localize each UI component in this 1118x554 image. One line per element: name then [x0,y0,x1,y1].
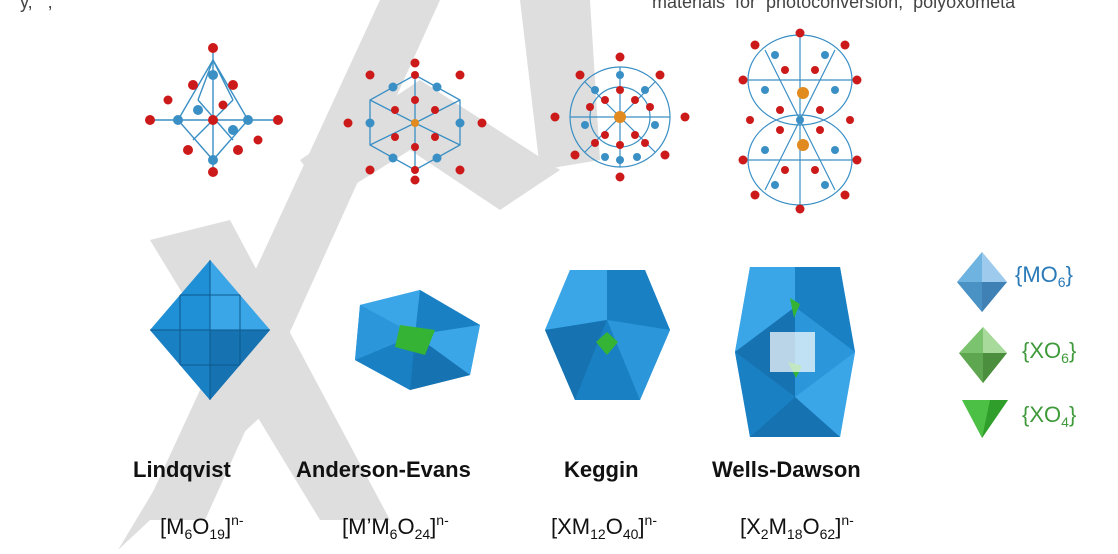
xo4-legend-icon [962,400,1008,438]
legend-label-mo6: {MO6} [1015,262,1073,290]
legend-label-xo4: {XO4} [1022,402,1076,430]
legend-xo4-sub: 4 [1061,414,1069,430]
name-wells-dawson: Wells-Dawson [712,457,861,482]
formula-part: O [605,514,623,539]
formula-sub: 6 [389,526,398,542]
lindqvist-ball-stick [145,43,283,177]
anderson-evans-polyhedron [355,290,480,390]
name-keggin: Keggin [564,457,639,482]
mo6-legend-icon [957,252,1007,312]
formula-sub: 40 [622,526,639,542]
formula-part: [M’M [342,514,390,539]
formula-part: ] [430,514,437,539]
keggin-polyhedron [545,270,670,400]
legend-label-xo6: {XO6} [1022,338,1076,366]
legend-xo4-suffix: } [1068,402,1077,427]
formula-part: M [768,514,787,539]
legend-mo6-suffix: } [1065,262,1073,287]
formula-sub: 12 [590,526,606,542]
xo6-legend-icon [959,327,1007,383]
keggin-ball-stick [550,52,690,182]
formula-charge: n- [436,512,449,528]
legend-xo6-suffix: } [1068,338,1077,363]
formula-keggin: [XM12O40]n- [551,512,657,542]
legend-xo4-prefix: {XO [1022,402,1062,427]
formula-wells-dawson: [X2M18O62]n- [740,512,854,542]
formula-charge: n- [231,512,244,528]
formula-sub: 24 [414,526,431,542]
name-anderson-evans: Anderson-Evans [296,457,471,482]
formula-part: ] [835,514,842,539]
wells-dawson-polyhedron [735,267,855,437]
formula-sub: 18 [786,526,803,542]
formula-charge: n- [644,512,657,528]
formula-anderson-evans: [M’M6O24]n- [342,512,449,542]
formula-part: [X [740,514,761,539]
formula-part: [M [160,514,185,539]
legend-xo6-prefix: {XO [1022,338,1062,363]
wells-dawson-ball-stick [738,28,862,214]
lindqvist-polyhedron [150,260,270,400]
formula-part: O [192,514,210,539]
anderson-evans-ball-stick [343,58,487,185]
formula-part: O [802,514,820,539]
formula-sub: 2 [760,526,769,542]
formula-charge: n- [841,512,854,528]
formula-part: O [397,514,415,539]
formula-sub: 19 [209,526,225,542]
legend-xo6-sub: 6 [1061,350,1069,366]
formula-part: ] [638,514,645,539]
formula-lindqvist: [M6O19]n- [160,512,244,542]
header-text: materials for photoconversion, polyoxome… [652,0,1016,12]
formula-sub: 62 [819,526,836,542]
legend-mo6-sub: 6 [1057,274,1066,290]
legend-mo6-prefix: {MO [1015,262,1058,287]
header-text-left: y, , [20,0,53,12]
formula-sub: 6 [184,526,193,542]
formula-part: ] [224,514,232,539]
name-lindqvist: Lindqvist [133,457,231,482]
formula-part: [XM [551,514,591,539]
